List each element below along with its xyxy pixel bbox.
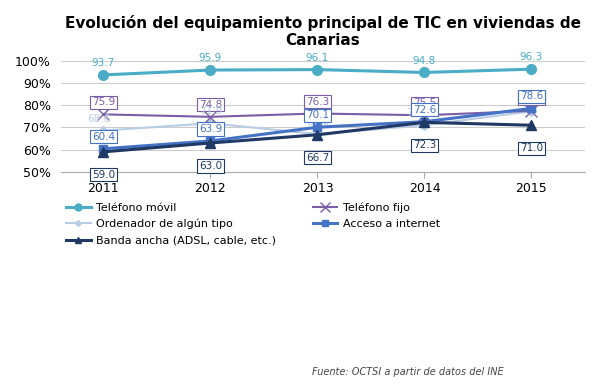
Text: 96.3: 96.3: [520, 52, 543, 62]
Text: 96.1: 96.1: [306, 53, 329, 63]
Line: Banda ancha (ADSL, cable, etc.): Banda ancha (ADSL, cable, etc.): [98, 117, 536, 157]
Line: Ordenador de algún tipo: Ordenador de algún tipo: [100, 108, 535, 137]
Banda ancha (ADSL, cable, etc.): [421, 120, 428, 125]
Text: 71.9: 71.9: [199, 106, 222, 116]
Text: 66.7: 66.7: [306, 153, 329, 163]
Banda ancha (ADSL, cable, etc.): [100, 149, 107, 154]
Legend: Teléfono fijo, Acceso a internet: Teléfono fijo, Acceso a internet: [313, 203, 440, 229]
Ordenador de algún tipo: [100, 128, 107, 133]
Teléfono fijo: [528, 109, 535, 113]
Ordenador de algún tipo: [207, 121, 214, 126]
Text: 75.5: 75.5: [413, 98, 436, 108]
Text: 63.9: 63.9: [199, 124, 222, 134]
Ordenador de algún tipo: [528, 109, 535, 114]
Text: 59.0: 59.0: [92, 170, 115, 180]
Text: 72.3: 72.3: [413, 141, 436, 151]
Teléfono móvil: [207, 68, 214, 72]
Text: 95.9: 95.9: [199, 53, 222, 63]
Line: Teléfono fijo: Teléfono fijo: [97, 105, 538, 123]
Teléfono móvil: [421, 70, 428, 75]
Banda ancha (ADSL, cable, etc.): [528, 123, 535, 127]
Line: Teléfono móvil: Teléfono móvil: [98, 64, 536, 80]
Teléfono fijo: [421, 113, 428, 117]
Title: Evolución del equipamiento principal de TIC en viviendas de
Canarias: Evolución del equipamiento principal de …: [65, 15, 581, 49]
Acceso a internet: [207, 139, 214, 143]
Banda ancha (ADSL, cable, etc.): [207, 141, 214, 145]
Acceso a internet: [314, 125, 321, 129]
Text: 68.6: 68.6: [88, 114, 111, 124]
Text: 78.6: 78.6: [520, 92, 543, 102]
Teléfono fijo: [207, 114, 214, 119]
Text: 71.0: 71.0: [406, 108, 429, 118]
Text: 77.5: 77.5: [520, 94, 543, 104]
Acceso a internet: [421, 119, 428, 124]
Teléfono móvil: [528, 67, 535, 72]
Text: Fuente: OCTSI a partir de datos del INE: Fuente: OCTSI a partir de datos del INE: [312, 367, 503, 377]
Text: 67.0: 67.0: [306, 117, 329, 127]
Text: 74.8: 74.8: [199, 100, 222, 110]
Acceso a internet: [100, 146, 107, 151]
Teléfono fijo: [314, 111, 321, 116]
Text: 63.0: 63.0: [199, 161, 222, 171]
Text: 75.9: 75.9: [92, 97, 115, 107]
Text: 94.8: 94.8: [413, 55, 436, 65]
Ordenador de algún tipo: [314, 132, 321, 136]
Line: Acceso a internet: Acceso a internet: [99, 104, 536, 153]
Text: 71.0: 71.0: [520, 143, 543, 153]
Text: 60.4: 60.4: [92, 132, 115, 142]
Text: 77.3: 77.3: [520, 94, 543, 104]
Banda ancha (ADSL, cable, etc.): [314, 132, 321, 137]
Teléfono móvil: [100, 73, 107, 77]
Text: 76.3: 76.3: [306, 97, 329, 107]
Text: 70.1: 70.1: [306, 110, 329, 120]
Text: 93.7: 93.7: [92, 58, 115, 68]
Acceso a internet: [528, 106, 535, 111]
Teléfono móvil: [314, 67, 321, 72]
Ordenador de algún tipo: [421, 123, 428, 127]
Text: 72.6: 72.6: [413, 105, 436, 115]
Teléfono fijo: [100, 112, 107, 117]
